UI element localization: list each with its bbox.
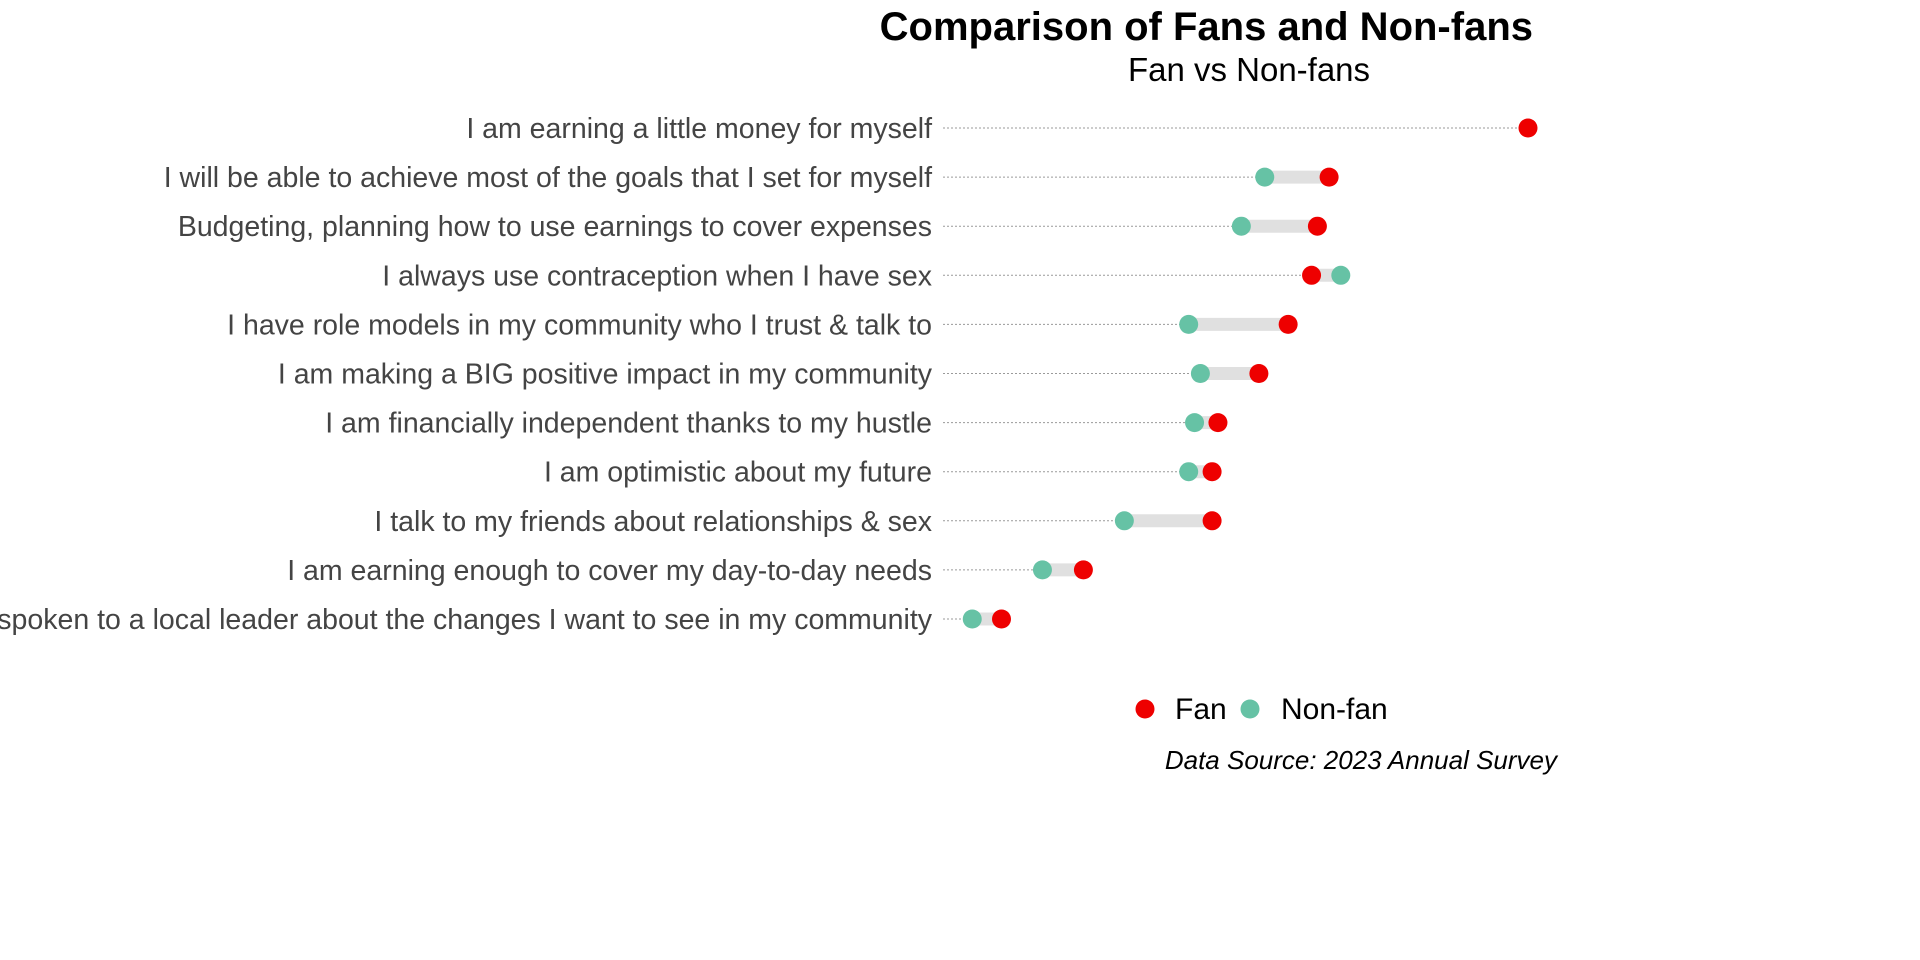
fan-point (1202, 511, 1222, 531)
plot-area: I am earning a little money for myself I … (0, 113, 1538, 636)
fan-point (1278, 314, 1298, 334)
chart-caption: Data Source: 2023 Annual Survey (1165, 745, 1559, 775)
non-fan-point (1032, 560, 1052, 580)
non-fan-point (962, 609, 982, 629)
category-label: I am making a BIG positive impact in my … (278, 359, 933, 391)
fan-point (1202, 462, 1222, 482)
chart-row: I am financially independent thanks to m… (325, 408, 1228, 440)
fan-point (1249, 364, 1269, 383)
category-label: I am earning enough to cover my day-to-d… (287, 555, 932, 587)
fan-point (1319, 167, 1339, 187)
non-fan-point (1179, 462, 1199, 482)
chart-row: Budgeting, planning how to use earnings … (178, 211, 1327, 243)
fan-point (1302, 265, 1322, 285)
non-fan-point (1255, 167, 1275, 187)
chart-subtitle: Fan vs Non-fans (1128, 51, 1370, 88)
category-label: Budgeting, planning how to use earnings … (178, 211, 932, 243)
chart-row: I am earning a little money for myself (466, 113, 1538, 145)
chart-row: I am optimistic about my future (544, 457, 1222, 489)
fan-point (1307, 216, 1327, 236)
non-fan-point (1179, 314, 1199, 334)
chart-row: I have role models in my community who I… (227, 309, 1298, 341)
category-label: I am financially independent thanks to m… (325, 408, 932, 440)
chart-row: I have spoken to a local leader about th… (0, 604, 1011, 636)
legend-key-fan (1135, 699, 1155, 719)
legend-key-non-fan (1240, 699, 1260, 719)
chart-row: I am making a BIG positive impact in my … (278, 359, 1269, 391)
chart-title: Comparison of Fans and Non-fans (880, 5, 1533, 49)
legend-label-non-fan: Non-fan (1281, 693, 1388, 726)
category-label: I talk to my friends about relationships… (374, 506, 932, 538)
chart-row: I always use contraception when I have s… (382, 260, 1351, 292)
non-fan-point (1331, 265, 1351, 285)
non-fan-point (1231, 216, 1251, 236)
fan-point (992, 609, 1011, 629)
category-label: I have spoken to a local leader about th… (0, 604, 933, 636)
fan-point (1208, 413, 1228, 433)
category-label: I am earning a little money for myself (466, 113, 932, 145)
category-label: I have role models in my community who I… (227, 309, 932, 341)
non-fan-point (1114, 511, 1134, 531)
chart-row: I talk to my friends about relationships… (374, 506, 1222, 538)
non-fan-point (1185, 413, 1205, 433)
non-fan-point (1190, 364, 1210, 383)
legend-label-fan: Fan (1175, 693, 1227, 726)
category-label: I always use contraception when I have s… (382, 260, 932, 292)
fan-point (1073, 560, 1093, 580)
category-label: I will be able to achieve most of the go… (164, 162, 932, 194)
chart-row: I will be able to achieve most of the go… (164, 162, 1339, 194)
chart-row: I am earning enough to cover my day-to-d… (287, 555, 1093, 587)
legend: Fan Non-fan (1135, 693, 1388, 726)
category-label: I am optimistic about my future (544, 457, 932, 489)
fan-point (1518, 118, 1538, 138)
